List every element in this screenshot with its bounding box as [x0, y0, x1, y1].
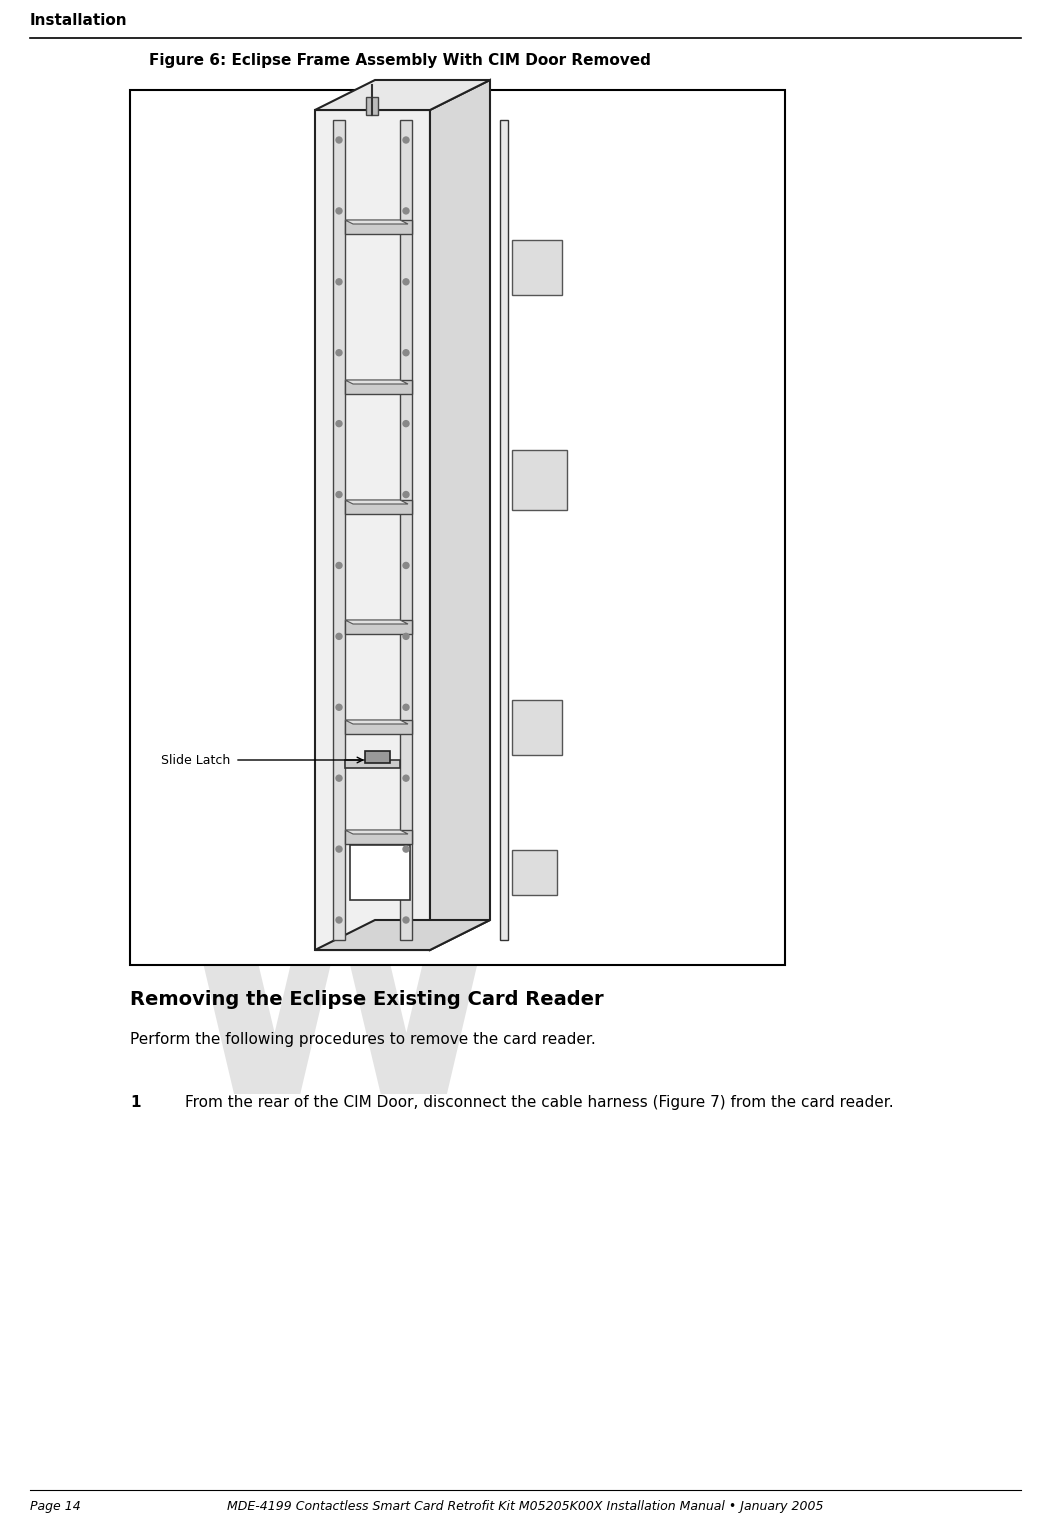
Bar	[345, 620, 412, 634]
Polygon shape	[345, 620, 408, 625]
Circle shape	[336, 491, 342, 497]
Bar	[365, 751, 390, 763]
Bar	[345, 500, 412, 514]
Bar	[400, 120, 412, 939]
Text: Removing the Eclipse Existing Card Reader: Removing the Eclipse Existing Card Reade…	[130, 990, 603, 1009]
Bar	[366, 97, 378, 116]
Bar	[345, 760, 400, 768]
Polygon shape	[430, 81, 490, 950]
Circle shape	[336, 847, 342, 853]
Polygon shape	[315, 81, 490, 109]
Circle shape	[403, 491, 409, 497]
Circle shape	[336, 421, 342, 427]
Text: Slide Latch: Slide Latch	[161, 754, 230, 766]
Circle shape	[336, 137, 342, 143]
Circle shape	[336, 278, 342, 284]
Circle shape	[403, 775, 409, 781]
Bar	[512, 701, 562, 755]
Text: Page 14: Page 14	[30, 1500, 81, 1512]
Bar	[350, 845, 410, 900]
Polygon shape	[315, 920, 490, 950]
Bar	[315, 109, 430, 950]
Circle shape	[336, 775, 342, 781]
Circle shape	[403, 278, 409, 284]
Text: Perform the following procedures to remove the card reader.: Perform the following procedures to remo…	[130, 1032, 596, 1047]
Polygon shape	[345, 220, 408, 223]
Text: From the rear of the CIM Door, disconnect the cable harness (Figure 7) from the : From the rear of the CIM Door, disconnec…	[185, 1094, 893, 1110]
Circle shape	[336, 562, 342, 568]
Bar	[345, 220, 412, 234]
Circle shape	[403, 421, 409, 427]
Circle shape	[336, 704, 342, 710]
Bar	[500, 120, 508, 939]
Text: Figure 6: Eclipse Frame Assembly With CIM Door Removed: Figure 6: Eclipse Frame Assembly With CI…	[149, 53, 651, 68]
Bar	[512, 240, 562, 295]
Circle shape	[403, 634, 409, 640]
Bar	[345, 380, 412, 394]
Circle shape	[403, 917, 409, 923]
Bar	[333, 120, 345, 939]
Circle shape	[336, 634, 342, 640]
Circle shape	[403, 847, 409, 853]
Circle shape	[403, 208, 409, 214]
Circle shape	[403, 137, 409, 143]
Circle shape	[336, 208, 342, 214]
Circle shape	[336, 350, 342, 356]
Polygon shape	[345, 500, 408, 505]
Bar	[130, 90, 785, 965]
Polygon shape	[345, 830, 408, 834]
Text: 1: 1	[130, 1094, 141, 1110]
Polygon shape	[345, 720, 408, 724]
Circle shape	[403, 350, 409, 356]
Bar	[512, 450, 566, 511]
Text: MDE-4199 Contactless Smart Card Retrofit Kit M05205K00X Installation Manual • Ja: MDE-4199 Contactless Smart Card Retrofit…	[227, 1500, 823, 1512]
Bar	[512, 850, 557, 895]
Text: W: W	[171, 862, 509, 1158]
Bar	[345, 830, 412, 844]
Circle shape	[403, 704, 409, 710]
Bar	[345, 720, 412, 734]
Polygon shape	[345, 380, 408, 385]
Text: Installation: Installation	[30, 14, 127, 27]
Circle shape	[403, 562, 409, 568]
Circle shape	[336, 917, 342, 923]
